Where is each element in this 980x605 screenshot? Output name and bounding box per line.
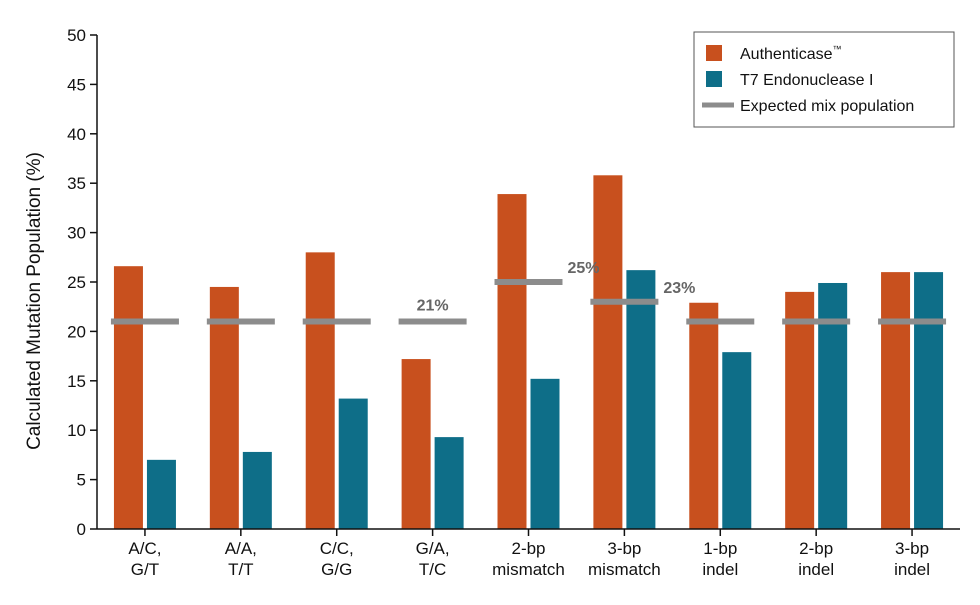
bar-t7-endonuclease <box>338 398 368 529</box>
bar-authenticase <box>113 266 143 529</box>
legend: Authenticase™ T7 Endonuclease I Expected m… <box>693 31 955 128</box>
bar-t7-endonuclease <box>722 352 752 529</box>
x-tick-label: mismatch <box>492 560 565 579</box>
expected-annotation: 21% <box>417 298 449 315</box>
x-tick-label: 1-bp <box>703 539 737 558</box>
x-tick-label: indel <box>702 560 738 579</box>
legend-swatch <box>706 71 722 87</box>
legend-swatch <box>706 45 722 61</box>
bar-authenticase <box>497 194 527 529</box>
x-tick-label: mismatch <box>588 560 661 579</box>
y-tick-label: 10 <box>67 421 86 440</box>
y-axis-label: Calculated Mutation Population (%) <box>24 152 45 450</box>
bar-authenticase <box>881 272 911 529</box>
x-tick-label: indel <box>894 560 930 579</box>
x-tick-label: C/C, <box>320 539 354 558</box>
x-tick-label: A/C, <box>128 539 161 558</box>
x-tick-label: 2-bp <box>799 539 833 558</box>
x-tick-label: 2-bp <box>511 539 545 558</box>
bar-t7-endonuclease <box>914 272 944 529</box>
x-tick-label: 3-bp <box>895 539 929 558</box>
x-tick-label: indel <box>798 560 834 579</box>
bar-authenticase <box>689 302 719 529</box>
y-tick-label: 40 <box>67 125 86 144</box>
bar-t7-endonuclease <box>146 459 176 529</box>
x-tick-label: G/G <box>321 560 352 579</box>
bar-t7-endonuclease <box>530 378 560 529</box>
legend-label: Authenticase™ <box>740 44 842 63</box>
bar-authenticase <box>593 175 623 529</box>
y-tick-label: 50 <box>67 26 86 45</box>
plot-area: 21% 25% 23% <box>110 175 947 530</box>
bar-authenticase <box>785 291 815 529</box>
bar-t7-endonuclease <box>242 451 272 529</box>
y-tick-label: 45 <box>67 75 86 94</box>
x-tick-label: T/T <box>228 560 254 579</box>
bar-authenticase <box>305 252 335 530</box>
bar-authenticase <box>209 286 239 529</box>
legend-label: T7 Endonuclease I <box>740 72 873 89</box>
y-axis: 0 5 10 15 20 25 30 35 40 45 50 <box>67 26 98 539</box>
x-tick-label: A/A, <box>225 539 257 558</box>
x-tick-label: G/T <box>131 560 159 579</box>
x-tick-label: 3-bp <box>607 539 641 558</box>
y-tick-label: 25 <box>67 273 86 292</box>
y-tick-label: 30 <box>67 224 86 243</box>
bar-authenticase <box>401 359 431 529</box>
y-tick-label: 0 <box>77 520 86 539</box>
bar-t7-endonuclease <box>626 270 656 529</box>
legend-box <box>693 31 955 128</box>
expected-annotation: 25% <box>568 260 600 277</box>
y-tick-label: 15 <box>67 372 86 391</box>
x-tick-label: T/C <box>419 560 446 579</box>
y-tick-label: 5 <box>77 471 86 490</box>
x-tick-label: G/A, <box>416 539 450 558</box>
x-axis: A/C, G/T A/A, T/T C/C, G/G G/A, T/C 2-bp mismatch… <box>97 528 960 579</box>
y-tick-label: 35 <box>67 174 86 193</box>
y-tick-label: 20 <box>67 322 86 341</box>
expected-annotation: 23% <box>663 280 695 297</box>
bar-t7-endonuclease <box>434 437 464 529</box>
legend-label: Expected mix population <box>740 98 914 115</box>
